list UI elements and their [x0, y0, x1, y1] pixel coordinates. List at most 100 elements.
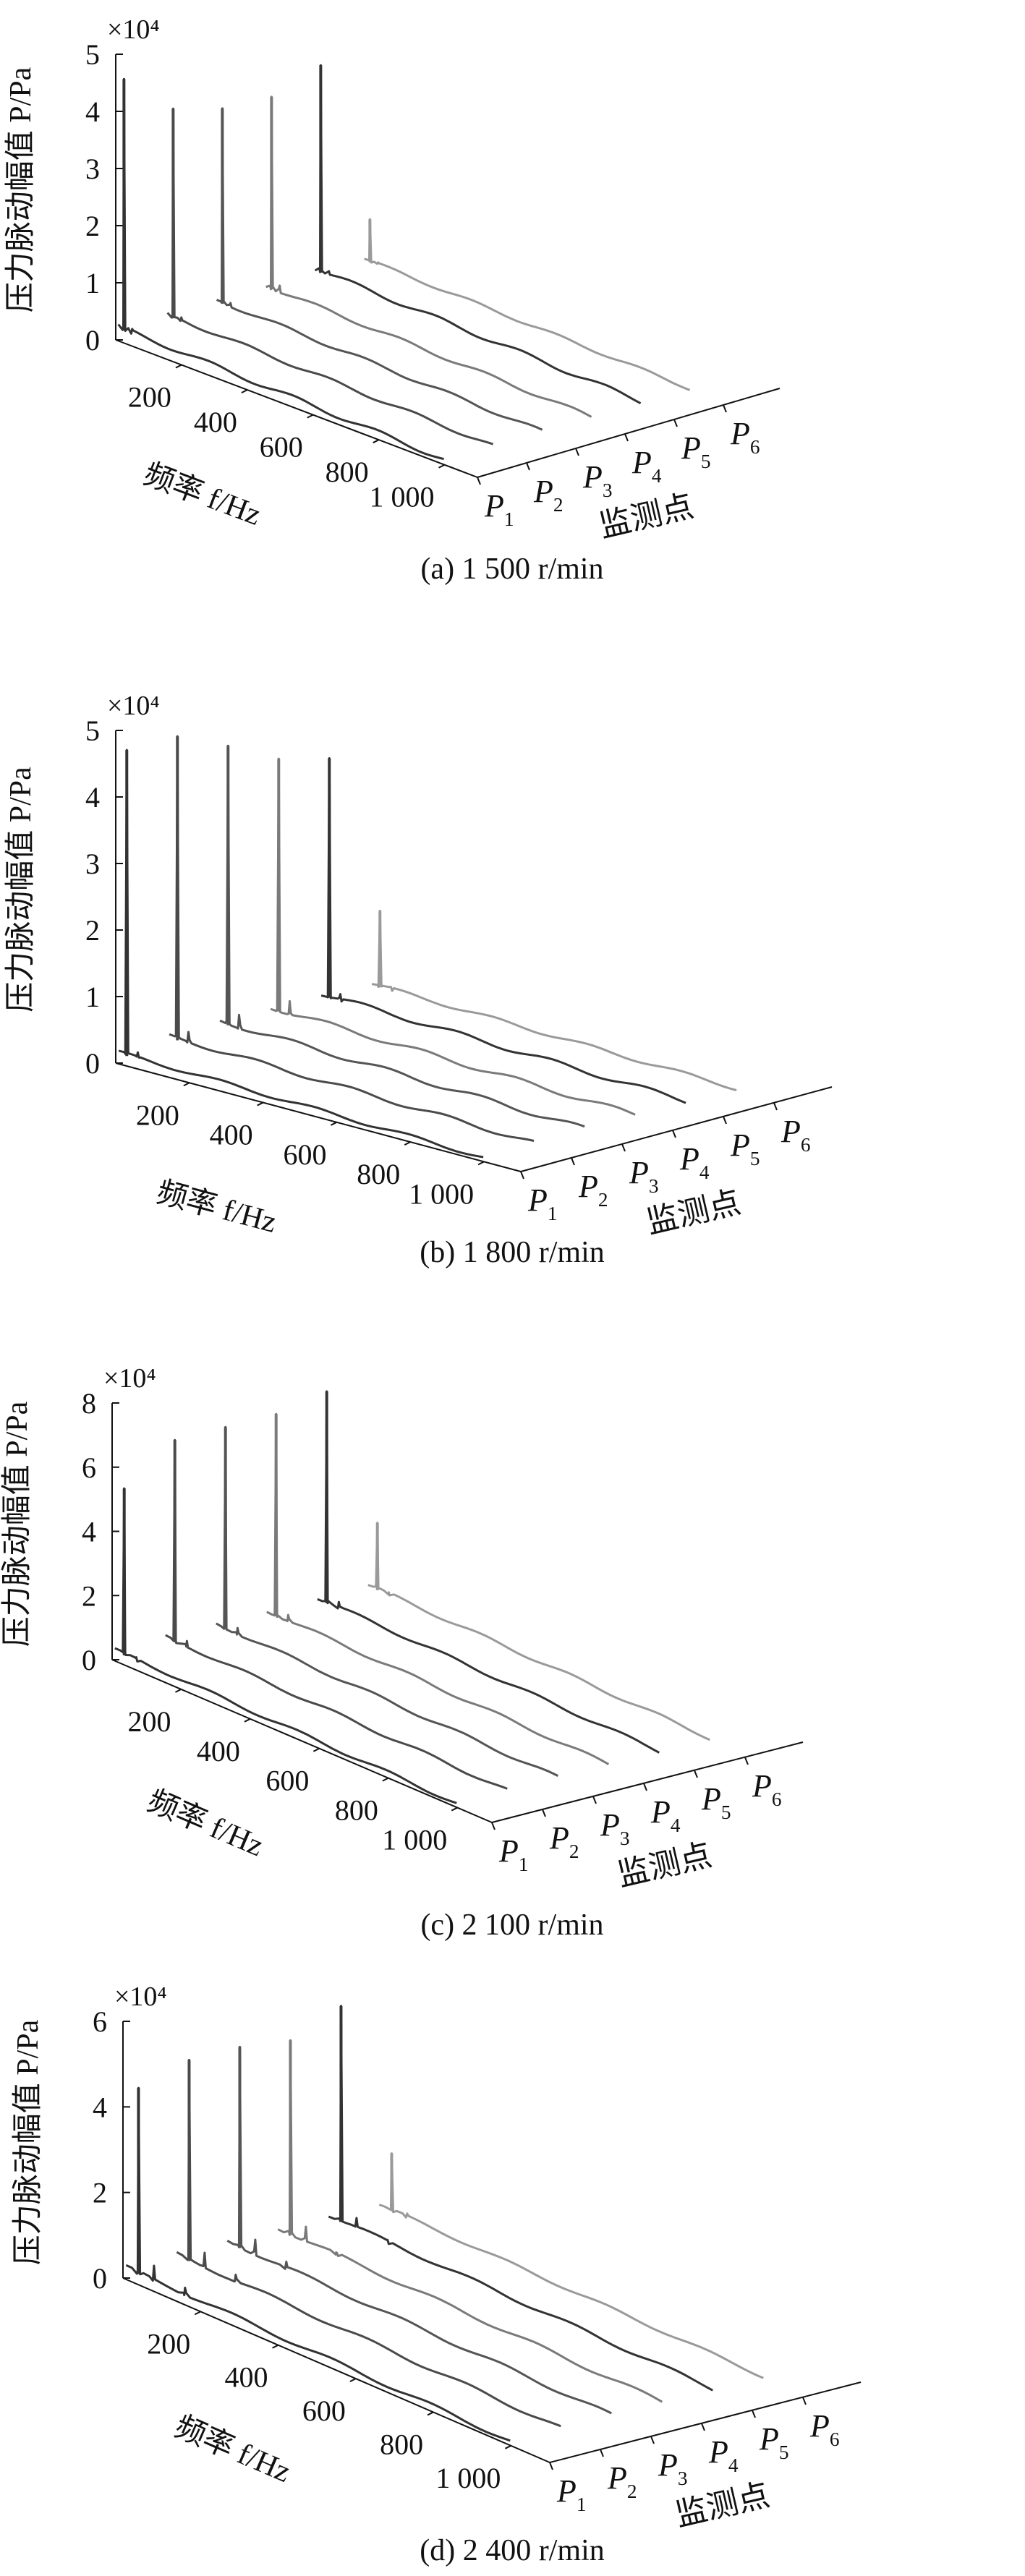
- series-line-p1: [125, 2086, 511, 2442]
- z-tick-label: 3: [85, 848, 100, 880]
- y-tick: [672, 1130, 676, 1138]
- y-tick: [752, 2410, 756, 2418]
- series-line-p2: [169, 735, 535, 1142]
- series-line-p4: [266, 1412, 610, 1765]
- y-tick-label: P5: [730, 1127, 760, 1169]
- z-multiplier: ×10⁴: [107, 691, 160, 721]
- chart-caption: (d) 2 400 r/min: [420, 2534, 604, 2567]
- series-line-p5: [328, 2005, 714, 2392]
- z-tick-label: 4: [93, 2091, 107, 2123]
- x-tick: [451, 1807, 458, 1812]
- chart-caption: (c) 2 100 r/min: [420, 1908, 603, 1942]
- z-multiplier: ×10⁴: [114, 1982, 167, 2012]
- series-line-p5: [320, 757, 686, 1104]
- x-tick-label: 800: [357, 1158, 400, 1190]
- x-tick: [175, 1689, 182, 1693]
- y-tick-label: P5: [701, 1781, 731, 1823]
- y-tick: [773, 1102, 778, 1111]
- y-axis: [520, 1086, 833, 1172]
- series-line-p3: [216, 1425, 558, 1777]
- y-tick-label: P2: [607, 2460, 637, 2502]
- z-tick-label: 2: [82, 1579, 96, 1612]
- x-axis: [111, 1659, 493, 1823]
- y-tick: [542, 1809, 546, 1817]
- x-tick-label: 400: [197, 1735, 240, 1767]
- x-tick: [373, 439, 380, 444]
- y-tick: [723, 404, 727, 413]
- series-line-p1: [117, 77, 444, 461]
- z-tick-label: 8: [82, 1387, 96, 1420]
- x-tick-label: 400: [210, 1119, 253, 1151]
- x-tick-label: 1 000: [435, 2462, 501, 2494]
- x-tick-label: 1 000: [370, 481, 435, 513]
- y-tick: [520, 1171, 524, 1180]
- z-tick-label: 4: [85, 781, 100, 814]
- chart-caption: (b) 1 800 r/min: [420, 1236, 604, 1269]
- x-tick: [175, 364, 182, 369]
- series-line-p6: [364, 218, 691, 391]
- x-axis: [115, 339, 478, 478]
- z-tick-label: 0: [85, 1047, 100, 1080]
- y-tick: [723, 1116, 727, 1125]
- series-line-p2: [176, 2058, 561, 2428]
- x-tick: [404, 1141, 411, 1146]
- series-line-p2: [166, 107, 494, 445]
- y-tick: [624, 433, 629, 442]
- z-tick-label: 2: [85, 914, 100, 947]
- y-tick: [744, 1757, 749, 1765]
- x-tick-label: 1 000: [409, 1177, 474, 1210]
- z-tick-label: 1: [85, 267, 100, 299]
- z-axis-label: 压力脉动幅值 P/Pa: [4, 767, 38, 1012]
- y-tick: [600, 2449, 604, 2457]
- x-tick: [382, 1777, 389, 1782]
- z-tick-label: 5: [85, 38, 100, 71]
- z-tick-label: 6: [82, 1451, 96, 1484]
- y-tick: [571, 1157, 575, 1166]
- x-tick-label: 800: [380, 2428, 423, 2460]
- z-multiplier: ×10⁴: [103, 1363, 156, 1394]
- x-tick: [194, 2311, 201, 2316]
- series-line-p3: [226, 2045, 612, 2415]
- y-tick: [673, 419, 678, 427]
- x-tick: [504, 2444, 511, 2449]
- z-axis-label: 压力脉动幅值 P/Pa: [12, 2019, 45, 2265]
- series-line-p3: [219, 744, 585, 1128]
- y-tick: [477, 477, 481, 485]
- x-tick-label: 200: [136, 1099, 179, 1131]
- x-tick-label: 600: [260, 431, 303, 464]
- x-axis: [122, 2277, 550, 2463]
- z-tick-label: 5: [85, 715, 100, 747]
- series-line-p6: [367, 1522, 710, 1741]
- z-tick-label: 4: [82, 1516, 96, 1548]
- y-axis: [491, 1741, 804, 1823]
- x-tick-label: 1 000: [382, 1824, 447, 1856]
- x-tick: [349, 2378, 357, 2382]
- z-tick-label: 1: [85, 981, 100, 1013]
- y-tick: [643, 1783, 647, 1791]
- z-tick-label: 0: [85, 324, 100, 357]
- x-tick-label: 800: [326, 456, 369, 488]
- x-tick: [307, 414, 314, 419]
- y-tick: [592, 1796, 597, 1804]
- z-tick-label: 2: [85, 210, 100, 242]
- x-tick-label: 600: [283, 1138, 326, 1171]
- y-tick: [802, 2397, 807, 2405]
- x-tick-label: 200: [127, 1705, 171, 1738]
- x-axis: [115, 1062, 522, 1172]
- x-tick-label: 200: [128, 381, 171, 414]
- series-line-p4: [277, 2039, 663, 2403]
- x-tick-label: 400: [194, 406, 237, 438]
- y-tick-label: P1: [498, 1833, 529, 1875]
- x-tick: [312, 1747, 320, 1752]
- series-line-p5: [317, 1390, 660, 1754]
- y-tick: [621, 1143, 626, 1152]
- y-tick: [526, 462, 530, 471]
- x-tick-label: 400: [225, 2361, 268, 2394]
- z-tick-label: 6: [93, 2005, 107, 2038]
- x-tick: [257, 1101, 264, 1106]
- series-line-p4: [265, 95, 592, 418]
- z-multiplier: ×10⁴: [107, 14, 160, 45]
- y-tick: [575, 448, 579, 456]
